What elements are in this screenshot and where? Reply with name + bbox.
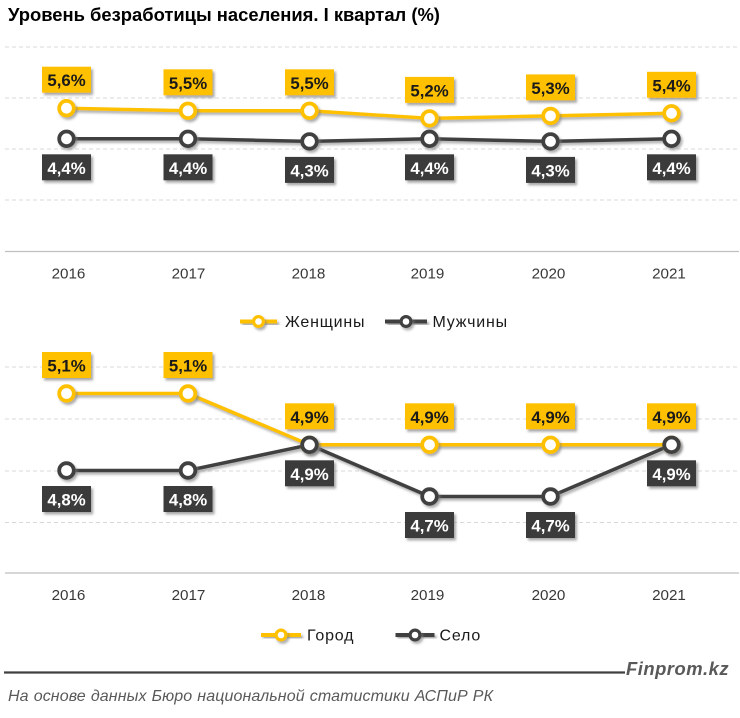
svg-text:2016: 2016	[52, 587, 86, 604]
svg-text:4,9%: 4,9%	[531, 408, 569, 427]
svg-text:5,3%: 5,3%	[531, 79, 569, 98]
svg-text:4,4%: 4,4%	[47, 159, 85, 178]
svg-text:Finprom.kz: Finprom.kz	[626, 658, 729, 679]
svg-text:4,4%: 4,4%	[410, 159, 448, 178]
svg-text:4,3%: 4,3%	[531, 161, 569, 180]
svg-text:2019: 2019	[411, 587, 445, 604]
svg-text:2020: 2020	[532, 587, 566, 604]
svg-text:4,9%: 4,9%	[652, 408, 690, 427]
svg-text:5,5%: 5,5%	[290, 74, 328, 93]
svg-text:2017: 2017	[172, 265, 206, 282]
svg-text:4,9%: 4,9%	[290, 465, 328, 484]
svg-text:Село: Село	[440, 628, 482, 645]
svg-text:4,8%: 4,8%	[47, 491, 85, 510]
svg-text:4,4%: 4,4%	[652, 159, 690, 178]
svg-text:5,1%: 5,1%	[169, 357, 207, 376]
svg-text:Уровень безработицы населения.: Уровень безработицы населения. I квартал…	[8, 4, 440, 25]
svg-text:2021: 2021	[652, 265, 686, 282]
svg-text:5,6%: 5,6%	[47, 71, 85, 90]
svg-text:5,5%: 5,5%	[169, 74, 207, 93]
svg-text:2016: 2016	[52, 265, 86, 282]
svg-text:2021: 2021	[652, 587, 686, 604]
svg-text:На основе данных Бюро национал: На основе данных Бюро национальной стати…	[8, 688, 495, 705]
svg-text:4,9%: 4,9%	[410, 408, 448, 427]
svg-text:4,9%: 4,9%	[652, 465, 690, 484]
svg-text:4,7%: 4,7%	[531, 517, 569, 536]
svg-text:2018: 2018	[292, 265, 326, 282]
svg-text:5,4%: 5,4%	[652, 76, 690, 95]
svg-text:Мужчины: Мужчины	[433, 314, 508, 331]
svg-text:4,9%: 4,9%	[290, 408, 328, 427]
svg-text:4,3%: 4,3%	[290, 161, 328, 180]
svg-text:5,1%: 5,1%	[47, 357, 85, 376]
svg-text:2018: 2018	[292, 587, 326, 604]
svg-text:Город: Город	[307, 628, 354, 645]
svg-text:2017: 2017	[172, 587, 206, 604]
svg-text:5,2%: 5,2%	[410, 81, 448, 100]
svg-text:4,7%: 4,7%	[410, 517, 448, 536]
svg-text:4,8%: 4,8%	[169, 491, 207, 510]
svg-text:4,4%: 4,4%	[169, 159, 207, 178]
svg-text:2019: 2019	[411, 265, 445, 282]
svg-text:2020: 2020	[532, 265, 566, 282]
svg-text:Женщины: Женщины	[285, 314, 365, 331]
